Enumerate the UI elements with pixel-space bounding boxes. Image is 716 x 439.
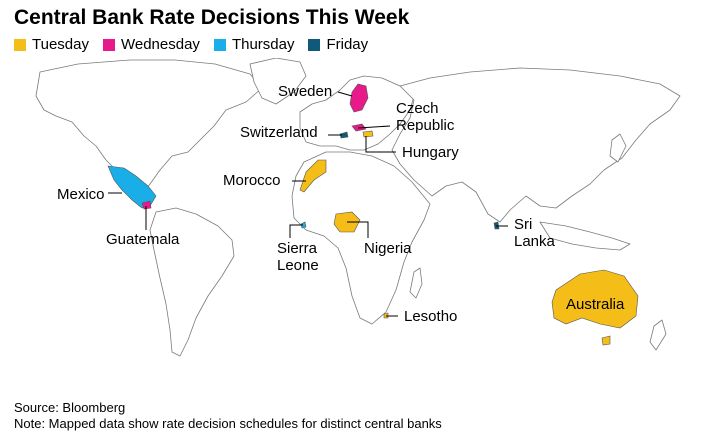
land-madagascar [409,267,423,299]
leader-sierra-leone [289,224,303,238]
legend-swatch-wednesday [102,38,115,51]
land-new-zealand [649,319,667,351]
legend-label-tuesday: Tuesday [32,36,89,53]
legend-label-thursday: Thursday [231,36,295,53]
label-czech-line2: Republic [396,117,455,134]
legend-item-tuesday: Tuesday [14,36,89,53]
legend-label-friday: Friday [326,36,369,53]
label-sri-lanka: Sri Lanka [514,216,555,250]
shape-switzerland [339,131,349,139]
label-mexico: Mexico [57,186,105,203]
label-hungary: Hungary [402,144,459,161]
shape-hungary [362,130,374,138]
label-lesotho: Lesotho [404,308,458,325]
label-sierra-leone: Sierra Leone [277,240,319,274]
label-sri-lanka-line2: Lanka [514,233,555,250]
land-japan [609,133,627,163]
legend-label-wednesday: Wednesday [120,36,200,53]
leader-czech [357,125,391,129]
label-sri-lanka-line1: Sri [514,216,533,233]
label-sierra-leone-line2: Leone [277,257,319,274]
label-switzerland: Switzerland [240,124,318,141]
shape-guatemala [141,200,152,210]
legend-item-friday: Friday [308,36,368,53]
label-sierra-leone-line1: Sierra [277,240,318,257]
footer-note: Note: Mapped data show rate decision sch… [14,416,442,431]
label-nigeria: Nigeria [364,240,412,257]
legend-item-wednesday: Wednesday [102,36,200,53]
shape-morocco [299,159,327,193]
legend: Tuesday Wednesday Thursday Friday [14,36,368,53]
label-czech: Czech Republic [396,100,454,134]
footer-source: Source: Bloomberg [14,400,126,415]
label-czech-line1: Czech [396,100,439,117]
legend-swatch-friday [308,38,321,51]
label-sweden: Sweden [278,83,333,100]
highlighted-countries [107,83,639,346]
land-greenland [249,58,307,105]
land-base [35,58,681,357]
shape-australia [551,269,639,329]
land-south-america [149,207,235,357]
shape-tasmania [601,335,611,346]
leader-sweden [337,91,353,97]
shape-sweden [349,83,369,113]
page-title: Central Bank Rate Decisions This Week [14,6,410,29]
land-indonesia [539,221,631,251]
leader-hungary [365,136,396,153]
leader-lines [108,91,508,317]
shape-sierra-leone [300,221,307,229]
legend-item-thursday: Thursday [213,36,295,53]
legend-swatch-thursday [213,38,226,51]
land-asia [391,67,681,223]
label-guatemala: Guatemala [106,231,180,248]
legend-swatch-tuesday [14,38,26,51]
label-australia: Australia [566,296,625,313]
label-morocco: Morocco [223,172,281,189]
world-map [35,58,681,357]
land-europe [299,75,415,151]
land-north-america [35,59,263,197]
leader-nigeria [347,221,369,238]
